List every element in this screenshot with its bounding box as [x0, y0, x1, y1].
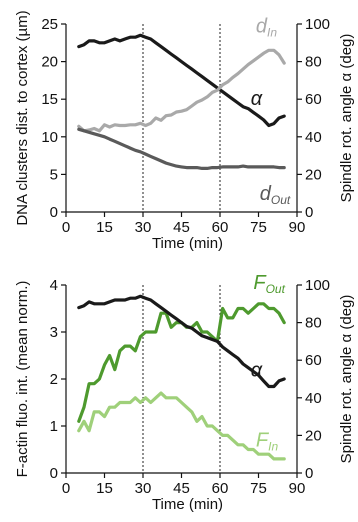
y-right-tick-label: 80 — [305, 54, 322, 71]
y-axis-right-title: Spindle rot. angle α (deg) — [338, 34, 355, 203]
series-line-α — [77, 294, 286, 389]
y-axis-right-title: Spindle rot. angle α (deg) — [338, 295, 355, 464]
series-label-d_Out: dOut — [260, 183, 291, 207]
x-tick-label: 60 — [212, 480, 229, 497]
y-right-tick-label: 40 — [305, 129, 322, 146]
y-left-tick-label: 2 — [50, 371, 58, 388]
y-axis-left-title: DNA clusters dist. to cortex (µm) — [14, 10, 31, 225]
y-right-tick-label: 60 — [305, 91, 322, 108]
x-tick-label: 15 — [96, 480, 113, 497]
x-tick-label: 0 — [62, 480, 70, 497]
series-label-F_Out: FOut — [253, 272, 285, 296]
series-line-d_Out — [77, 127, 286, 170]
x-tick-label: 45 — [173, 480, 190, 497]
x-tick-label: 45 — [173, 219, 190, 236]
x-tick-label: 90 — [289, 219, 306, 236]
y-left-tick-label: 3 — [50, 324, 58, 341]
y-left-tick-label: 4 — [50, 277, 58, 294]
y-left-tick-label: 1 — [50, 418, 58, 435]
y-axis-left-title: F-actin fluo. int. (mean norm.) — [14, 281, 31, 478]
y-left-tick-label: 25 — [41, 16, 58, 33]
y-left-tick-label: 0 — [50, 465, 58, 482]
x-tick-label: 75 — [250, 480, 267, 497]
x-axis-title: Time (min) — [152, 235, 223, 252]
y-right-tick-label: 80 — [305, 315, 322, 332]
y-right-tick-label: 0 — [305, 465, 313, 482]
y-left-tick-label: 0 — [50, 204, 58, 221]
y-right-tick-label: 60 — [305, 352, 322, 369]
x-tick-label: 75 — [250, 219, 267, 236]
series-line-F_In — [77, 391, 286, 461]
x-tick-label: 90 — [289, 480, 306, 497]
y-right-tick-label: 20 — [305, 427, 322, 444]
series-label-α: α — [251, 360, 263, 382]
x-axis-title: Time (min) — [152, 496, 223, 513]
x-tick-label: 15 — [96, 219, 113, 236]
y-left-tick-label: 10 — [41, 129, 58, 146]
y-right-tick-label: 40 — [305, 390, 322, 407]
y-right-tick-label: 100 — [305, 16, 330, 33]
y-right-tick-label: 20 — [305, 166, 322, 183]
series-label-F_In: FIn — [256, 430, 279, 454]
series-line-d_In — [77, 48, 286, 133]
y-right-tick-label: 100 — [305, 277, 330, 294]
y-right-tick-label: 0 — [305, 204, 313, 221]
x-tick-label: 60 — [212, 219, 229, 236]
series-line-α — [77, 33, 286, 128]
x-tick-label: 30 — [135, 219, 152, 236]
x-tick-label: 0 — [62, 219, 70, 236]
chart-panel-2: 0 15 30 45 60 75 9001234020406080100FOutαFInTi… — [14, 272, 355, 513]
series-label-α: α — [251, 88, 263, 110]
y-left-tick-label: 5 — [50, 166, 58, 183]
series-label-d_In: dIn — [256, 15, 277, 39]
y-left-tick-label: 20 — [41, 54, 58, 71]
chart-panel-1: 0 15 30 45 60 75 900510152025020406080100αdInd… — [14, 10, 355, 252]
y-left-tick-label: 15 — [41, 91, 58, 108]
x-tick-label: 30 — [135, 480, 152, 497]
